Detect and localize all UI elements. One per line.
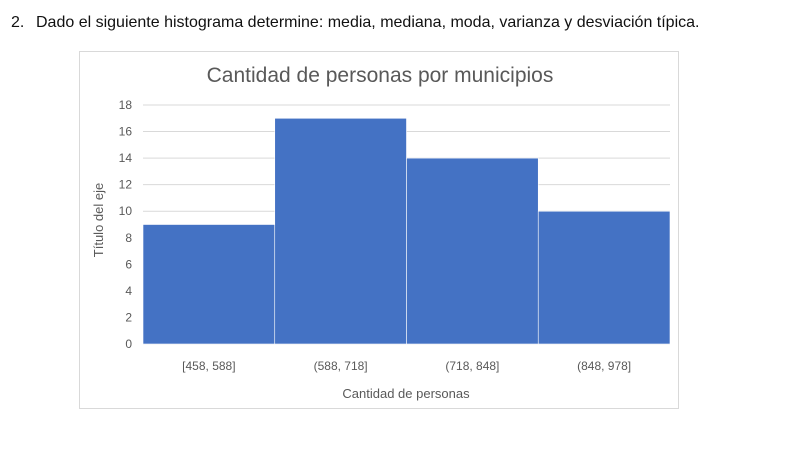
question-body: Dado el siguiente histograma determine: … bbox=[36, 14, 700, 31]
y-tick-label: 14 bbox=[119, 151, 133, 165]
y-axis-label: Título del eje bbox=[91, 183, 106, 257]
y-tick-label: 6 bbox=[125, 257, 132, 271]
x-ticks: [458, 588] (588, 718] (718, 848] (848, 978] bbox=[182, 359, 631, 373]
x-tick-label: [458, 588] bbox=[182, 359, 235, 373]
histogram-bar bbox=[142, 224, 276, 345]
y-tick-label: 10 bbox=[119, 204, 133, 218]
y-tick-label: 4 bbox=[125, 284, 132, 298]
x-axis-label: Cantidad de personas bbox=[342, 386, 470, 401]
y-tick-label: 12 bbox=[119, 178, 133, 192]
y-tick-label: 2 bbox=[125, 310, 132, 324]
chart-svg: 0 2 4 6 8 10 12 14 16 18 [458, 588] (588, 718] (718… bbox=[91, 64, 671, 401]
chart-title: Cantidad de personas por municipios bbox=[207, 64, 554, 87]
bars bbox=[142, 117, 671, 345]
histogram-chart: 0 2 4 6 8 10 12 14 16 18 [458, 588] (588, 718] (718… bbox=[79, 51, 679, 409]
histogram-bar bbox=[406, 157, 539, 345]
y-tick-label: 0 bbox=[125, 337, 132, 351]
y-tick-label: 8 bbox=[125, 231, 132, 245]
y-ticks: 0 2 4 6 8 10 12 14 16 18 bbox=[119, 98, 133, 351]
question-number: 2. bbox=[11, 14, 25, 31]
y-tick-label: 18 bbox=[119, 98, 133, 112]
x-tick-label: (588, 718] bbox=[314, 359, 368, 373]
x-tick-label: (848, 978] bbox=[577, 359, 631, 373]
histogram-bar bbox=[274, 117, 407, 345]
histogram-bar bbox=[537, 210, 671, 345]
x-tick-label: (718, 848] bbox=[445, 359, 499, 373]
question-text: 2. Dado el siguiente histograma determine… bbox=[11, 14, 699, 32]
y-tick-label: 16 bbox=[119, 125, 133, 139]
